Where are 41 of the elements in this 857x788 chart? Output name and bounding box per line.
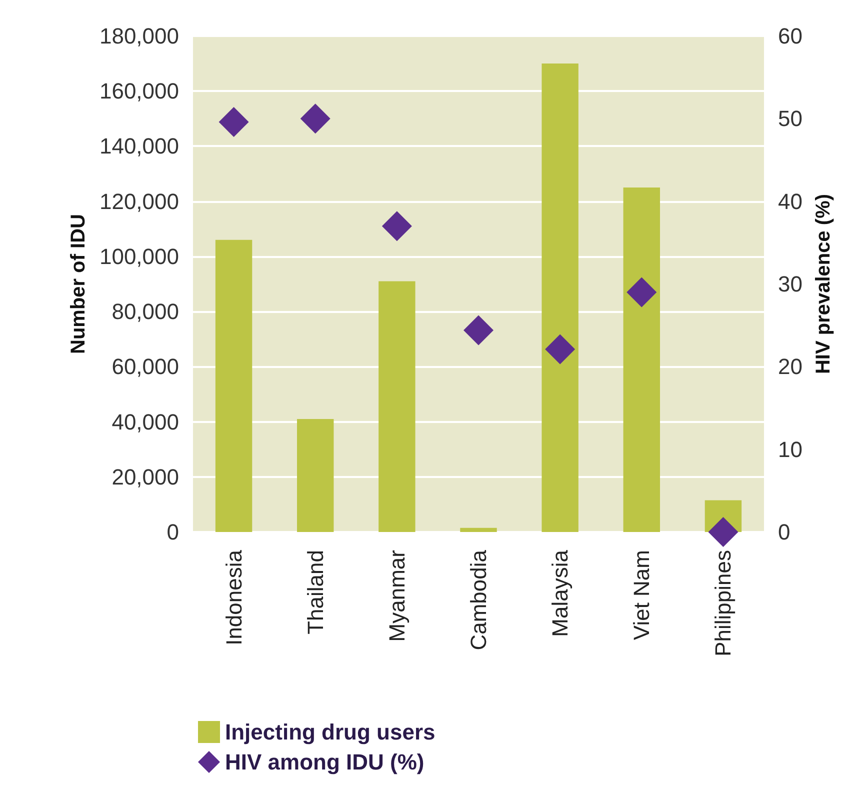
y-tick-label: 180,000 [99, 24, 179, 48]
bar [542, 64, 578, 532]
bar [460, 528, 497, 532]
point [300, 104, 330, 134]
y-tick-label: 0 [166, 520, 179, 544]
x-tick-label: Indonesia [221, 549, 246, 646]
bar [297, 419, 334, 532]
x-tick-label: Philippines [710, 550, 736, 656]
y-tick-label: 40,000 [112, 409, 179, 434]
x-tick-label: Malaysia [548, 549, 573, 637]
y2-axis-title: HIV prevalence (%) [812, 194, 834, 374]
y-tick-label: 100,000 [99, 244, 179, 269]
legend-label: HIV among IDU (%) [225, 750, 424, 774]
x-tick-label: Cambodia [466, 549, 491, 650]
y2-tick-label: 60 [778, 24, 802, 48]
point [545, 334, 576, 364]
point [708, 517, 738, 547]
point [626, 277, 657, 308]
x-tick-label: Thailand [302, 550, 328, 634]
y2-tick-label: 10 [778, 436, 802, 462]
x-tick-label: Viet Nam [629, 550, 654, 640]
y-tick-label: 80,000 [112, 299, 179, 324]
point [382, 211, 412, 242]
y2-tick-label: 50 [778, 106, 802, 132]
point [464, 315, 494, 346]
bar [215, 240, 252, 532]
x-tick-label: Myanmar [384, 550, 410, 642]
y-tick-label: 160,000 [99, 78, 179, 104]
y2-tick-label: 30 [778, 272, 802, 296]
y2-tick-label: 0 [778, 520, 790, 544]
y-tick-label: 20,000 [112, 464, 179, 490]
y2-tick-label: 40 [778, 188, 802, 214]
y-tick-label: 120,000 [99, 188, 179, 214]
point [218, 106, 249, 137]
y-tick-label: 140,000 [99, 134, 179, 159]
y2-tick-label: 20 [778, 354, 802, 380]
bar [623, 188, 660, 532]
y-tick-label: 60,000 [112, 354, 179, 380]
y-axis-title: Number of IDU [68, 214, 90, 354]
bar [378, 281, 416, 532]
legend-label: Injecting drug users [225, 720, 436, 744]
